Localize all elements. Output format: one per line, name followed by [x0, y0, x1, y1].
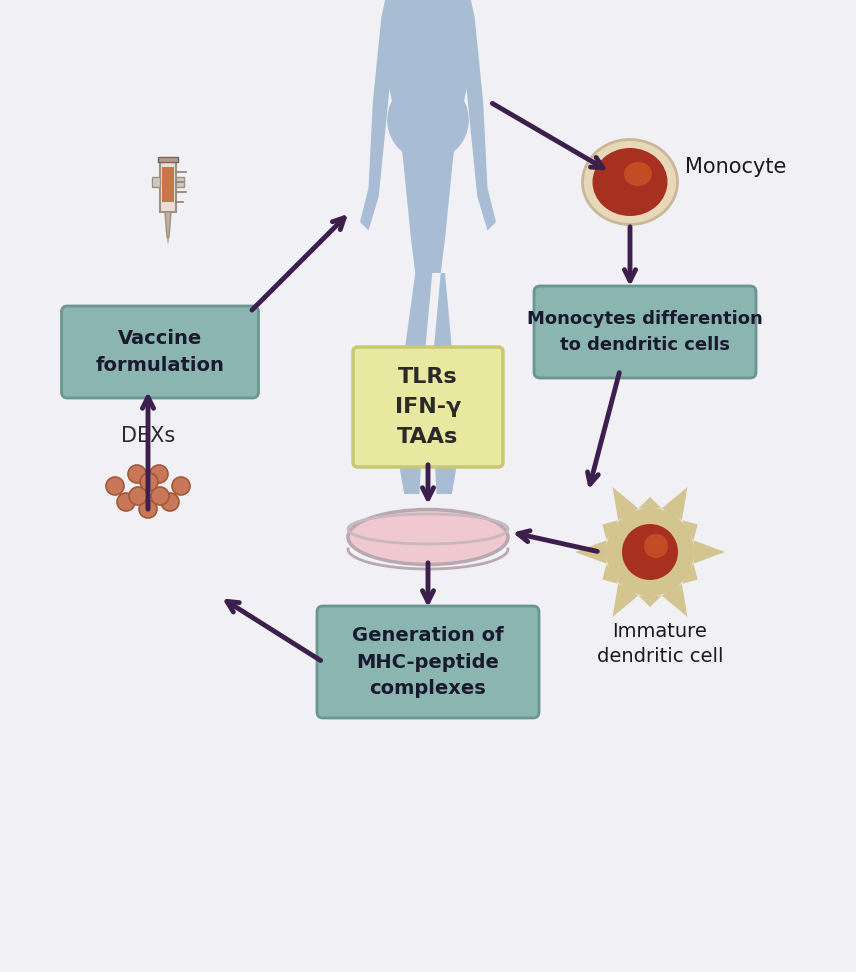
Polygon shape [176, 177, 184, 187]
Polygon shape [613, 584, 639, 617]
FancyBboxPatch shape [534, 286, 756, 378]
Circle shape [129, 487, 147, 505]
Ellipse shape [624, 162, 652, 186]
FancyBboxPatch shape [317, 606, 539, 718]
Polygon shape [662, 584, 687, 617]
Circle shape [172, 477, 190, 495]
Circle shape [128, 465, 146, 483]
Ellipse shape [348, 509, 508, 565]
Text: Monocytes differention
to dendritic cells: Monocytes differention to dendritic cell… [527, 310, 763, 354]
Polygon shape [432, 273, 458, 494]
Polygon shape [152, 177, 160, 187]
Polygon shape [682, 564, 698, 584]
Polygon shape [662, 487, 687, 520]
Circle shape [139, 500, 157, 518]
Polygon shape [167, 237, 169, 245]
Polygon shape [682, 520, 698, 540]
Ellipse shape [592, 148, 668, 216]
Circle shape [387, 79, 469, 160]
Polygon shape [158, 157, 178, 162]
Polygon shape [449, 0, 496, 230]
Polygon shape [613, 487, 639, 520]
Circle shape [117, 493, 135, 511]
Text: Generation of
MHC-peptide
complexes: Generation of MHC-peptide complexes [352, 626, 504, 698]
Polygon shape [603, 520, 618, 540]
Text: Monocyte: Monocyte [685, 157, 787, 177]
Circle shape [140, 473, 158, 491]
FancyBboxPatch shape [353, 347, 503, 467]
Circle shape [644, 534, 668, 558]
Polygon shape [639, 596, 662, 607]
Polygon shape [165, 212, 171, 237]
Polygon shape [575, 540, 607, 564]
Polygon shape [360, 0, 407, 230]
Circle shape [161, 493, 179, 511]
Circle shape [606, 508, 694, 596]
Circle shape [151, 487, 169, 505]
Polygon shape [398, 273, 432, 494]
Text: TLRs
IFN-γ
TAAs: TLRs IFN-γ TAAs [395, 367, 461, 446]
Polygon shape [162, 167, 174, 202]
Text: Vaccine
formulation: Vaccine formulation [96, 330, 224, 375]
Circle shape [150, 465, 168, 483]
Text: DEXs: DEXs [121, 426, 175, 446]
Text: Immature
dendritic cell: Immature dendritic cell [597, 622, 723, 666]
Polygon shape [385, 0, 471, 273]
Polygon shape [693, 540, 725, 564]
Polygon shape [603, 564, 618, 584]
Ellipse shape [582, 140, 677, 225]
Circle shape [106, 477, 124, 495]
Circle shape [622, 524, 678, 580]
Polygon shape [639, 497, 662, 508]
FancyBboxPatch shape [62, 306, 259, 398]
Polygon shape [160, 162, 176, 212]
